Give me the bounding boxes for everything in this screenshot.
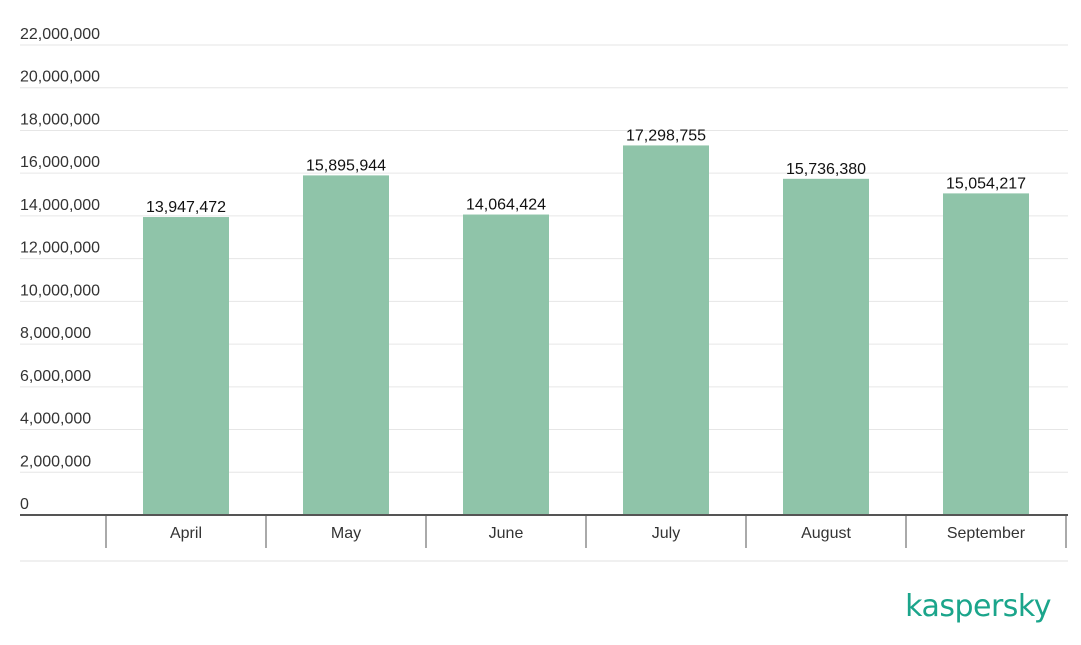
bar-september — [943, 193, 1029, 515]
y-tick-label: 14,000,000 — [20, 197, 100, 214]
bar-may — [303, 175, 389, 515]
x-tick-label: August — [801, 525, 851, 542]
data-label: 15,054,217 — [946, 175, 1026, 192]
y-tick-label: 0 — [20, 496, 29, 513]
y-tick-label: 10,000,000 — [20, 282, 100, 299]
data-label: 15,895,944 — [306, 157, 386, 174]
y-tick-label: 20,000,000 — [20, 69, 100, 86]
bars — [143, 145, 1029, 516]
x-tick-label: May — [331, 525, 361, 542]
kaspersky-logo: kaspersky — [905, 589, 1051, 624]
data-label: 13,947,472 — [146, 199, 226, 216]
y-axis-ticks: 0 2,000,000 4,000,000 6,000,000 8,000,000 10,… — [20, 26, 100, 513]
y-tick-label: 12,000,000 — [20, 240, 100, 257]
y-tick-label: 18,000,000 — [20, 111, 100, 128]
x-tick-label: June — [489, 525, 524, 542]
bar-april — [143, 217, 229, 515]
bar-august — [783, 178, 869, 515]
bar-june — [463, 214, 549, 515]
data-label: 15,736,380 — [786, 161, 866, 178]
data-label: 14,064,424 — [466, 197, 546, 214]
y-tick-label: 22,000,000 — [20, 26, 100, 43]
y-tick-label: 2,000,000 — [20, 453, 91, 470]
data-labels: 13,947,472 15,895,944 14,064,424 17,298,755… — [146, 127, 1026, 216]
y-tick-label: 4,000,000 — [20, 411, 91, 428]
x-axis: April May June July August September — [20, 514, 1068, 562]
x-tick-label: July — [652, 525, 680, 542]
bar-july — [623, 145, 709, 516]
y-tick-label: 8,000,000 — [20, 325, 91, 342]
y-tick-label: 6,000,000 — [20, 368, 91, 385]
y-tick-label: 16,000,000 — [20, 154, 100, 171]
x-tick-label: September — [947, 525, 1026, 542]
x-tick-label: April — [170, 525, 202, 542]
data-label: 17,298,755 — [626, 127, 706, 144]
